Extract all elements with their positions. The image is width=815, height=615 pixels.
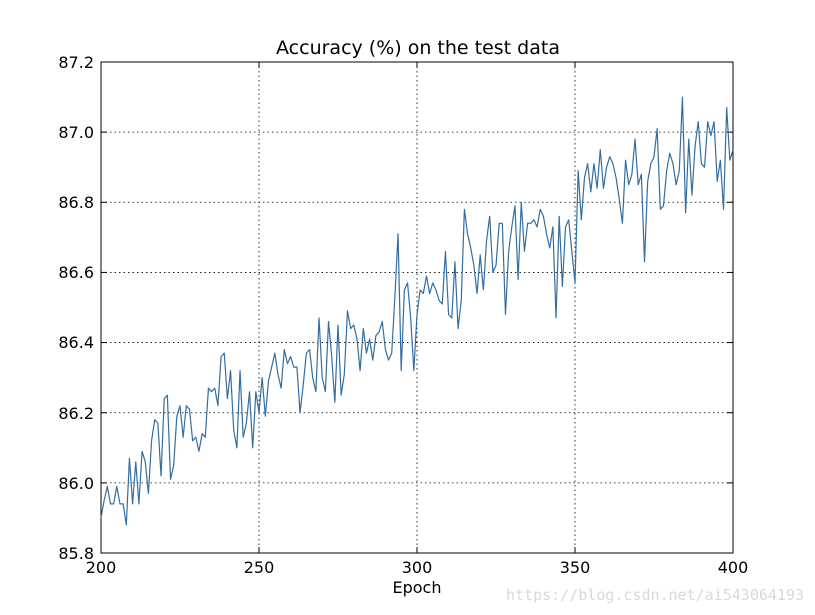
y-tick-label: 87.0	[58, 123, 94, 142]
x-tick-labels: 200 250 300 350 400	[86, 558, 749, 577]
plot-frame	[100, 61, 734, 554]
y-tick-labels: 85.8 86.0 86.2 86.4 86.6 86.8 87.0 87.2	[58, 53, 94, 563]
x-axis-label: Epoch	[393, 578, 442, 597]
y-tick-label: 86.4	[58, 333, 94, 352]
y-tick-label: 86.0	[58, 474, 94, 493]
y-tick-label: 86.8	[58, 193, 94, 212]
x-tick-label: 200	[86, 558, 117, 577]
gridlines	[100, 61, 734, 554]
watermark-text: https://blog.csdn.net/ai543064193	[506, 586, 804, 604]
chart-title: Accuracy (%) on the test data	[276, 37, 560, 59]
x-tick-label: 400	[718, 558, 749, 577]
x-tick-label: 300	[402, 558, 433, 577]
tick-marks	[100, 61, 734, 554]
x-tick-label: 350	[560, 558, 591, 577]
x-tick-label: 250	[244, 558, 275, 577]
y-tick-label: 87.2	[58, 53, 94, 72]
y-tick-label: 86.6	[58, 263, 94, 282]
y-tick-label: 85.8	[58, 544, 94, 563]
y-tick-label: 86.2	[58, 404, 94, 423]
accuracy-series-line	[100, 96, 734, 526]
